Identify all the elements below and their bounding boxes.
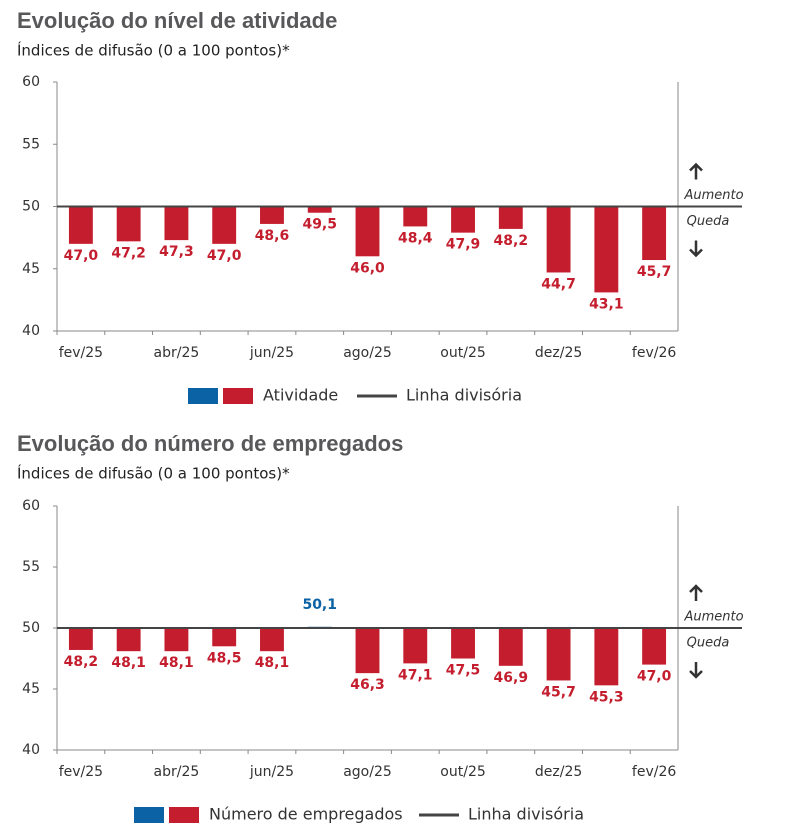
y-tick-label: 55 bbox=[22, 559, 40, 575]
bar bbox=[594, 206, 619, 293]
value-label: 48,2 bbox=[64, 654, 99, 670]
y-tick-label: 50 bbox=[22, 620, 40, 636]
value-label: 47,2 bbox=[111, 245, 146, 261]
x-tick-label: ago/25 bbox=[343, 345, 392, 361]
legend-swatch bbox=[169, 807, 199, 823]
value-label: 46,0 bbox=[350, 260, 385, 276]
x-tick-label: fev/25 bbox=[59, 764, 103, 780]
chart-title: Evolução do nível de atividade bbox=[17, 8, 337, 33]
x-tick-label: jun/25 bbox=[249, 764, 294, 780]
bar bbox=[642, 206, 667, 261]
legend-label: Linha divisória bbox=[468, 805, 584, 824]
x-tick-label: dez/25 bbox=[535, 764, 582, 780]
x-tick-label: abr/25 bbox=[154, 345, 200, 361]
bar bbox=[164, 206, 189, 241]
value-label: 44,7 bbox=[541, 276, 576, 292]
bar bbox=[498, 628, 523, 666]
x-tick-label: fev/26 bbox=[632, 345, 676, 361]
value-label: 47,5 bbox=[446, 663, 481, 679]
bar bbox=[307, 206, 332, 213]
legend-swatch bbox=[223, 388, 253, 404]
value-label: 48,1 bbox=[111, 655, 146, 671]
x-tick-label: fev/26 bbox=[632, 764, 676, 780]
x-tick-label: ago/25 bbox=[343, 764, 392, 780]
arrow-up bbox=[689, 162, 703, 180]
bar bbox=[451, 206, 475, 233]
annotation-down: Queda bbox=[687, 214, 730, 229]
bar bbox=[212, 206, 237, 244]
value-label: 46,3 bbox=[350, 677, 385, 693]
y-tick-label: 60 bbox=[22, 498, 40, 514]
annotation-up: Aumento bbox=[683, 610, 743, 625]
arrow-down bbox=[689, 662, 703, 679]
bar bbox=[260, 628, 284, 652]
y-tick-label: 45 bbox=[22, 261, 40, 277]
bar bbox=[355, 628, 380, 674]
value-label: 46,9 bbox=[494, 670, 529, 686]
y-tick-label: 40 bbox=[22, 323, 40, 339]
value-label: 49,5 bbox=[302, 217, 337, 233]
value-label: 47,0 bbox=[637, 669, 672, 685]
value-label: 48,1 bbox=[255, 655, 290, 671]
value-label: 48,6 bbox=[255, 228, 290, 244]
x-tick-label: dez/25 bbox=[535, 345, 582, 361]
y-tick-label: 50 bbox=[22, 199, 40, 215]
chart-subtitle: Índices de difusão (0 a 100 pontos)* bbox=[17, 464, 290, 483]
value-label: 45,3 bbox=[589, 689, 624, 705]
value-label: 48,2 bbox=[494, 233, 529, 249]
x-tick-label: out/25 bbox=[440, 345, 485, 361]
bar bbox=[451, 628, 475, 659]
legend-label: Linha divisória bbox=[406, 386, 522, 405]
x-tick-label: jun/25 bbox=[249, 345, 294, 361]
value-label: 48,5 bbox=[207, 650, 242, 666]
bar bbox=[594, 628, 619, 686]
legend-label: Atividade bbox=[263, 386, 338, 405]
x-tick-label: abr/25 bbox=[154, 764, 200, 780]
bar bbox=[68, 628, 93, 650]
value-label: 47,9 bbox=[446, 237, 481, 253]
y-tick-label: 40 bbox=[22, 742, 40, 758]
bar bbox=[116, 628, 141, 652]
chart-title: Evolução do número de empregados bbox=[17, 431, 403, 456]
chart-subtitle: Índices de difusão (0 a 100 pontos)* bbox=[17, 41, 290, 60]
value-label: 48,1 bbox=[159, 655, 194, 671]
bar bbox=[642, 628, 667, 665]
y-tick-label: 45 bbox=[22, 681, 40, 697]
bar bbox=[164, 628, 189, 652]
annotation-up: Aumento bbox=[683, 188, 743, 203]
bar bbox=[355, 206, 380, 257]
value-label: 43,1 bbox=[589, 296, 624, 312]
x-tick-label: fev/25 bbox=[59, 345, 103, 361]
arrow-up bbox=[689, 584, 703, 601]
value-label: 47,0 bbox=[64, 248, 99, 264]
bar bbox=[403, 628, 428, 664]
bar bbox=[116, 206, 141, 242]
bar bbox=[546, 628, 571, 681]
y-tick-label: 55 bbox=[22, 136, 40, 152]
bar bbox=[68, 206, 93, 244]
value-label: 45,7 bbox=[541, 684, 576, 700]
legend-label: Número de empregados bbox=[209, 805, 403, 824]
bar bbox=[546, 206, 571, 273]
value-label: 47,0 bbox=[207, 248, 242, 264]
bar bbox=[260, 206, 284, 224]
bar bbox=[403, 206, 428, 227]
value-label: 48,4 bbox=[398, 230, 433, 246]
y-tick-label: 60 bbox=[22, 74, 40, 90]
annotation-down: Queda bbox=[687, 636, 730, 651]
legend-swatch bbox=[134, 807, 164, 823]
arrow-down bbox=[689, 240, 703, 258]
bar bbox=[212, 628, 237, 647]
bar bbox=[498, 206, 523, 229]
x-tick-label: out/25 bbox=[440, 764, 485, 780]
legend-swatch bbox=[188, 388, 218, 404]
value-label: 47,1 bbox=[398, 667, 433, 683]
value-label: 47,3 bbox=[159, 244, 194, 260]
value-label: 45,7 bbox=[637, 264, 672, 280]
value-label: 50,1 bbox=[302, 597, 337, 613]
